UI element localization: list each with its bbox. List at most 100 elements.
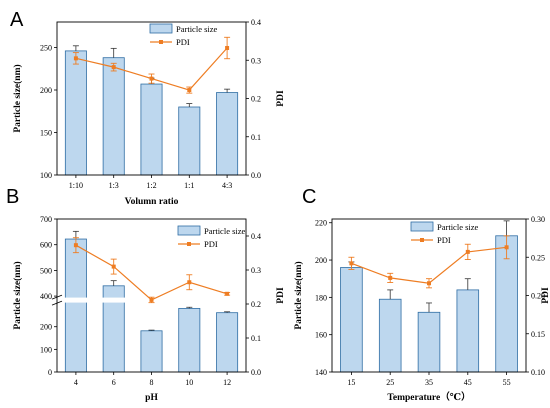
pdi-point-35: [427, 281, 431, 286]
x-axis-label: pH: [145, 393, 158, 403]
x-axis-label: Volumn ratio: [125, 197, 179, 207]
y2-axis-label: PDI: [276, 287, 286, 304]
y2-tick-label: 0.30: [531, 215, 545, 224]
y-tick-label: 500: [40, 266, 52, 275]
legend-label-line: PDI: [437, 235, 451, 245]
bar-10: [178, 307, 201, 373]
pdi-point-8: [149, 297, 154, 302]
y2-tick-label: 0.4: [251, 232, 261, 241]
bar-45: [456, 289, 480, 373]
pdi-point-45: [465, 249, 470, 254]
y-tick-label: 150: [40, 129, 52, 138]
y-tick-label: 140: [315, 368, 327, 377]
y-tick-label: 100: [40, 171, 52, 180]
bar-15: [340, 267, 363, 373]
pdi-point-4: [73, 243, 78, 248]
x-tick-label: 12: [223, 378, 231, 387]
pdi-point-1:1: [187, 88, 192, 93]
y-tick-label: 200: [40, 86, 52, 95]
x-tick-label: 1:10: [69, 181, 83, 190]
y2-tick-label: 0.1: [251, 133, 261, 142]
y-tick-label: 100: [40, 345, 52, 354]
y-tick-label: 400: [40, 292, 52, 301]
y-axis-label: Particle size(nm): [12, 261, 23, 329]
x-tick-label: 10: [185, 378, 193, 387]
legend-swatch-marker: [159, 40, 163, 44]
x-tick-label: 1:3: [109, 181, 119, 190]
pdi-point-1:10: [73, 56, 78, 61]
panel-letter: A: [10, 9, 24, 31]
y-axis-label: Particle size(nm): [12, 64, 23, 132]
bar-1:3: [102, 57, 125, 176]
y-tick-label: 0: [48, 368, 52, 377]
y2-axis-label: PDI: [276, 90, 286, 107]
bar-8: [140, 330, 163, 373]
x-tick-label: 4:3: [222, 181, 232, 190]
bar-4: [64, 238, 87, 373]
y2-tick-label: 0.10: [531, 368, 545, 377]
x-tick-label: 15: [347, 378, 355, 387]
legend-label-bar: Particle size: [437, 222, 479, 232]
legend-label-bar: Particle size: [204, 226, 246, 236]
y-tick-label: 700: [40, 215, 52, 224]
y2-tick-label: 0.20: [531, 292, 545, 301]
y2-tick-label: 0.2: [251, 300, 261, 309]
pdi-point-6: [111, 264, 116, 269]
pdi-point-4:3: [225, 46, 230, 51]
y2-tick-label: 0.0: [251, 368, 261, 377]
x-tick-label: 1:1: [184, 181, 194, 190]
bar-12: [216, 312, 239, 373]
pdi-line: [351, 246, 507, 284]
panel-letter: C: [302, 186, 316, 208]
x-tick-label: 4: [74, 378, 78, 387]
bar-1:2: [140, 83, 163, 176]
y2-tick-label: 0.4: [251, 18, 261, 27]
chart-panel-c: C 140 160 180 200 220 0.10 0.15 0.20 0.25 0.30 15 25…: [293, 186, 550, 403]
bar-1:1: [178, 106, 201, 176]
pdi-point-25: [388, 275, 393, 280]
x-tick-label: 55: [503, 378, 511, 387]
x-tick-label: 45: [464, 378, 472, 387]
x-tick-label: 8: [150, 378, 154, 387]
bar-25: [378, 298, 402, 373]
y2-tick-label: 0.1: [251, 334, 261, 343]
bar-4:3: [216, 92, 239, 176]
legend-swatch-bar: [410, 221, 434, 232]
x-tick-label: 25: [386, 378, 394, 387]
pdi-point-12: [225, 291, 230, 296]
bar-1:10: [64, 50, 87, 176]
y2-tick-label: 0.15: [531, 330, 545, 339]
pdi-line: [75, 244, 228, 301]
x-axis-label: Temperature（℃）: [387, 391, 470, 403]
y-tick-label: 180: [315, 293, 327, 302]
legend-swatch-bar: [149, 23, 173, 34]
y2-axis-label: PDI: [541, 287, 550, 304]
y-axis-label: Particle size(nm): [293, 261, 304, 329]
x-tick-label: 6: [112, 378, 116, 387]
pdi-point-10: [187, 280, 192, 285]
axis-break-gap: [51, 297, 127, 303]
legend-label-line: PDI: [204, 239, 218, 249]
y-tick-label: 160: [315, 331, 327, 340]
y-tick-label: 600: [40, 241, 52, 250]
pdi-point-15: [349, 261, 354, 266]
x-tick-label: 1:2: [146, 181, 156, 190]
legend-swatch-marker: [420, 238, 424, 242]
y2-tick-label: 0.3: [251, 56, 261, 65]
y-tick-label: 220: [315, 219, 327, 228]
chart-panel-b: B 0 100 200 400 500 600 700 0.0 0.1 0.2 0.3 0.4 4 6 8 10…: [6, 186, 286, 403]
chart-panel-a: A 100 150 200 250 0.0 0.1 0.2 0.3 0.4 1:10 1:3 1:2 1:…: [10, 9, 286, 207]
y-tick-label: 200: [315, 256, 327, 265]
pdi-point-55: [504, 245, 509, 250]
y-tick-label: 250: [40, 44, 52, 53]
panel-letter: B: [6, 186, 19, 208]
y2-tick-label: 0.2: [251, 95, 261, 104]
legend-label-line: PDI: [176, 37, 190, 47]
pdi-point-1:2: [149, 76, 154, 81]
legend-label-bar: Particle size: [176, 24, 218, 34]
x-tick-label: 35: [425, 378, 433, 387]
pdi-point-1:3: [111, 65, 116, 70]
y2-tick-label: 0.3: [251, 266, 261, 275]
y2-tick-label: 0.0: [251, 171, 261, 180]
